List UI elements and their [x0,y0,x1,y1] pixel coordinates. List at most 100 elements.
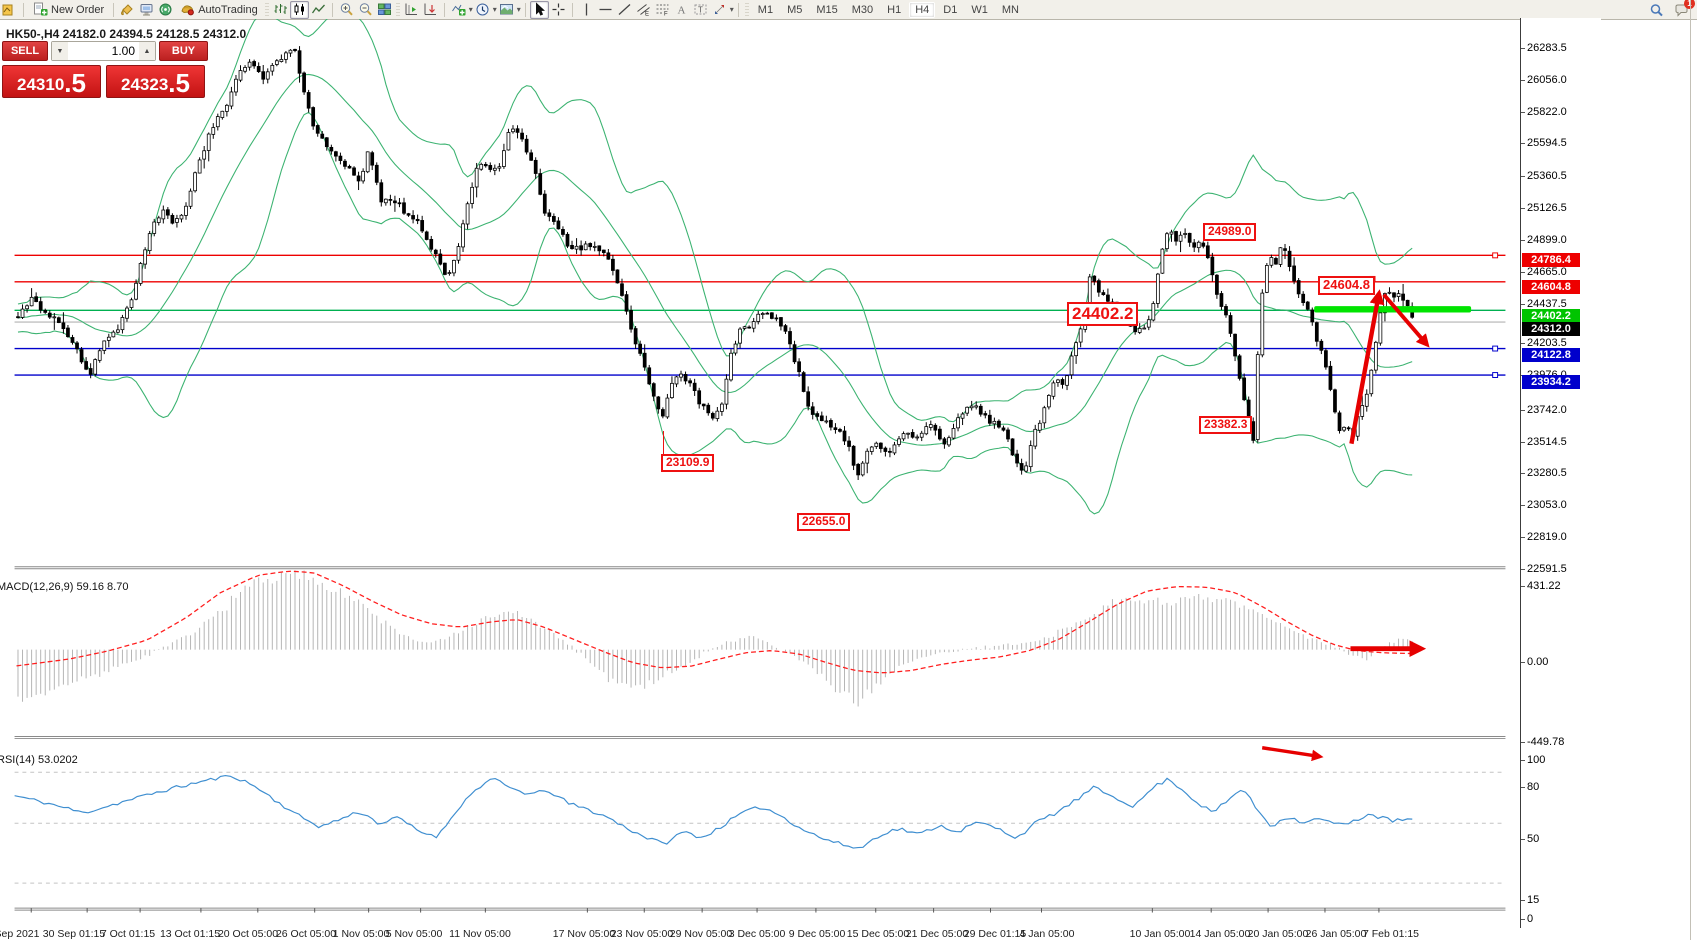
price-tick-label: 24665.0 [1527,266,1567,278]
timeframe-w1-button[interactable]: W1 [971,3,988,16]
chart-shift-icon[interactable] [402,1,421,19]
price-tickmark [1521,569,1525,570]
one-click-trading-panel: SELL ▼ 1.00 ▲ BUY 24310.5 24323.5 [2,41,208,98]
template-icon[interactable] [497,1,516,19]
price-tick-label: 22591.5 [1527,563,1567,575]
volume-decrease-button[interactable]: ▼ [52,42,68,60]
time-axis-label: 14 Jan 05:00 [1189,928,1251,940]
time-axis-label: 26 Jan 05:00 [1305,928,1367,940]
horizontal-line-tool-icon[interactable] [596,1,615,19]
trendline-tool-icon[interactable] [615,1,634,19]
svg-text:F: F [664,12,668,18]
dropdown-arrow-icon[interactable]: ▾ [516,5,521,14]
price-tick-label: 80 [1527,781,1540,793]
fibonacci-tool-icon[interactable]: F [653,1,672,19]
notifications-icon[interactable]: 1 [1672,0,1695,19]
dropdown-arrow-icon[interactable]: ▾ [729,5,734,14]
tile-windows-icon[interactable] [375,1,394,19]
price-callout-24604.8[interactable]: 24604.8 [1318,276,1375,295]
time-axis-label: 9 Dec 05:00 [788,928,846,940]
buy-price-pip: .5 [168,68,190,98]
price-callout-23109.9[interactable]: 23109.9 [661,454,715,472]
window-edge [1690,0,1691,940]
time-axis-label: 5 Nov 05:00 [385,928,443,940]
timeframe-m30-button[interactable]: M30 [851,3,874,16]
up-trend-arrow [1349,289,1385,445]
autotrading-button[interactable]: AutoTrading [175,0,263,19]
candlestick-mode-icon[interactable] [289,0,309,19]
price-tickmark [1521,787,1525,788]
toolbar-separator [331,2,333,17]
crosshair-tool-icon[interactable] [549,1,568,19]
price-callout-22655.0[interactable]: 22655.0 [797,513,851,531]
time-axis-label: 11 Nov 05:00 [449,928,511,940]
price-callout-24989.0[interactable]: 24989.0 [1203,223,1257,241]
rsi-panel [14,771,1506,884]
timeframe-h4-button[interactable]: H4 [909,1,936,18]
price-tickmark [1521,208,1525,209]
price-tickmark [1521,742,1525,743]
timeframe-m15-button[interactable]: M15 [816,3,838,16]
toolbar-separator [443,2,445,17]
auto-scroll-icon[interactable] [421,1,440,19]
sell-price-main: 24310 [17,75,65,94]
new-order-button[interactable]: New Order [28,0,109,19]
periods-clock-icon[interactable] [473,1,492,19]
price-tickmark [1521,410,1525,411]
arrows-tool-icon[interactable] [710,1,729,19]
timeframe-m1-button[interactable]: M1 [757,3,774,16]
price-axis[interactable]: 26283.5 26056.0 25822.0 25594.5 25360.5 25126… [1520,18,1601,928]
publisher-icon[interactable] [137,1,156,19]
line-chart-mode-icon[interactable] [309,1,328,19]
price-callout-23382.3[interactable]: 23382.3 [1199,416,1253,434]
price-tickmark [1521,304,1525,305]
buy-button[interactable]: BUY [159,41,208,61]
price-tick-label: 23280.5 [1527,467,1567,479]
price-tickmark [1521,272,1525,273]
price-tickmark [1521,839,1525,840]
timeframe-h1-button[interactable]: H1 [887,3,902,16]
horizontal-level-lines [14,254,1506,376]
price-tickmark [1521,143,1525,144]
buy-price-box[interactable]: 24323.5 [106,65,205,98]
green-highlight-line [1314,306,1472,313]
bollinger-upper-band [17,18,1413,423]
text-label-tool-icon[interactable]: T [691,1,710,19]
price-tick-label: 25126.5 [1527,202,1567,214]
dropdown-arrow-icon[interactable]: ▾ [492,5,497,14]
new-order-label: New Order [51,3,105,16]
vertical-line-tool-icon[interactable] [577,1,596,19]
timeframe-mn-button[interactable]: MN [1001,3,1019,16]
candles [16,46,1415,480]
price-tag-24604.8: 24604.8 [1522,280,1580,294]
styles-bucket-icon[interactable] [118,1,137,19]
sell-button[interactable]: SELL [2,41,48,61]
volume-value[interactable]: 1.00 [111,44,135,58]
bar-chart-mode-icon[interactable] [271,1,290,19]
timeframe-d1-button[interactable]: D1 [943,3,958,16]
signal-icon[interactable] [156,1,175,19]
price-callout-24402.2[interactable]: 24402.2 [1067,302,1139,326]
price-tickmark [1521,537,1525,538]
price-tick-label: 25822.0 [1527,106,1567,118]
toolbar: New Order AutoTrading [0,0,1697,20]
search-icon[interactable] [1647,1,1666,19]
cursor-tool-icon[interactable] [529,0,549,19]
add-indicator-icon[interactable] [449,1,468,19]
equidistant-channel-tool-icon[interactable]: E [634,1,653,19]
line-handle [1492,345,1499,352]
zoom-in-icon[interactable] [337,1,356,19]
toolbar-separator [23,2,24,17]
line-handle [1492,372,1499,378]
dropdown-arrow-icon[interactable]: ▾ [468,5,473,14]
volume-increase-button[interactable]: ▲ [139,42,155,60]
zoom-out-icon[interactable] [356,1,375,19]
sell-price-box[interactable]: 24310.5 [2,65,101,98]
timeframe-m5-button[interactable]: M5 [787,3,803,16]
text-tool-icon[interactable]: A [672,1,691,19]
chart-canvas[interactable] [0,18,1520,940]
rsi-indicator-label: RSI(14) 53.0202 [0,754,78,766]
time-axis-label: 1 Nov 05:00 [332,928,390,940]
autotrading-label: AutoTrading [198,3,258,16]
